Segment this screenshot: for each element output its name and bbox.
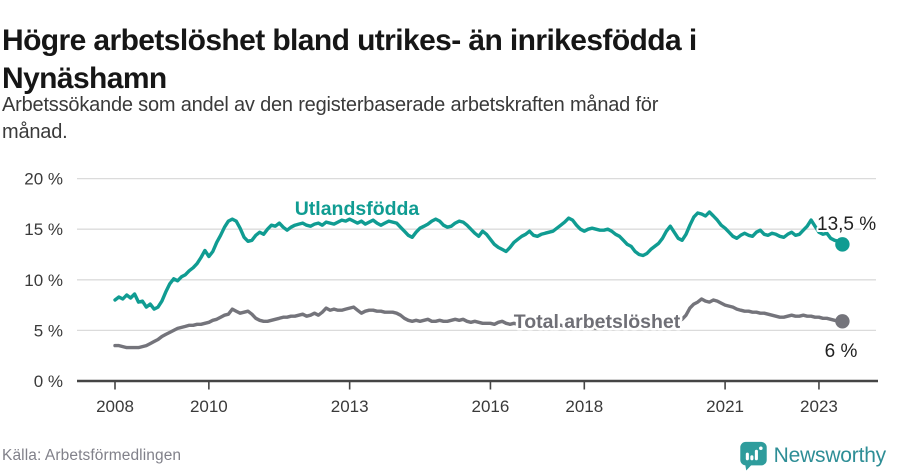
subtitle-line-1: Arbetssökande som andel av den registerb… (2, 94, 659, 116)
y-tick-label: 10 % (24, 271, 63, 290)
source-attribution: Källa: Arbetsförmedlingen (2, 447, 182, 464)
series-end-dot-utlandsf-dda (835, 237, 850, 252)
x-tick-label: 2016 (472, 397, 510, 416)
brand-name: Newsworthy (773, 444, 887, 467)
y-tick-label: 15 % (24, 220, 63, 239)
x-tick-label: 2008 (96, 397, 134, 416)
chart-subtitle: Arbetssökande som andel av den registerb… (2, 92, 862, 146)
x-tick-label: 2023 (800, 397, 838, 416)
series-end-dot-total-arbetsl-shet (835, 314, 850, 329)
subtitle-line-2: månad. (2, 121, 68, 143)
y-tick-label: 20 % (24, 170, 63, 189)
x-tick-label: 2021 (706, 397, 744, 416)
chart-svg: 0 % 5 % 10 % 15 % 20 % 2008 2010 2013 2016 2018 20… (24, 170, 878, 416)
title-line-2: Nynäshamn (2, 62, 167, 96)
end-value-label-total: 6 % (825, 341, 858, 362)
x-tick-label: 2018 (565, 397, 603, 416)
title-line-1: Högre arbetslöshet bland utrikes- än inr… (2, 24, 697, 58)
x-tick-label: 2013 (331, 397, 369, 416)
chart-generated-layer: 0 % 5 % 10 % 15 % 20 % 2008 2010 2013 2016 2018 20… (24, 170, 878, 416)
y-tick-label: 0 % (34, 372, 63, 391)
x-tick-label: 2010 (190, 397, 228, 416)
newsworthy-bars-bubble-icon (739, 441, 767, 471)
series-line-total-arbetsl-shet (113, 297, 845, 350)
series-label-total-arbetsloshet: Total arbetslöshet (514, 311, 681, 333)
newsworthy-logo: Newsworthy (739, 441, 886, 471)
series-line-utlandsf-dda (113, 210, 845, 311)
series-label-utlandsfodda: Utlandsfödda (295, 198, 420, 220)
y-tick-label: 5 % (34, 321, 63, 340)
end-value-label-utlandsfodda: 13,5 % (817, 214, 876, 235)
line-chart: 0 % 5 % 10 % 15 % 20 % 2008 2010 2013 2016 2018 20… (0, 160, 900, 425)
page-title: Högre arbetslöshet bland utrikes- än inr… (2, 22, 882, 98)
